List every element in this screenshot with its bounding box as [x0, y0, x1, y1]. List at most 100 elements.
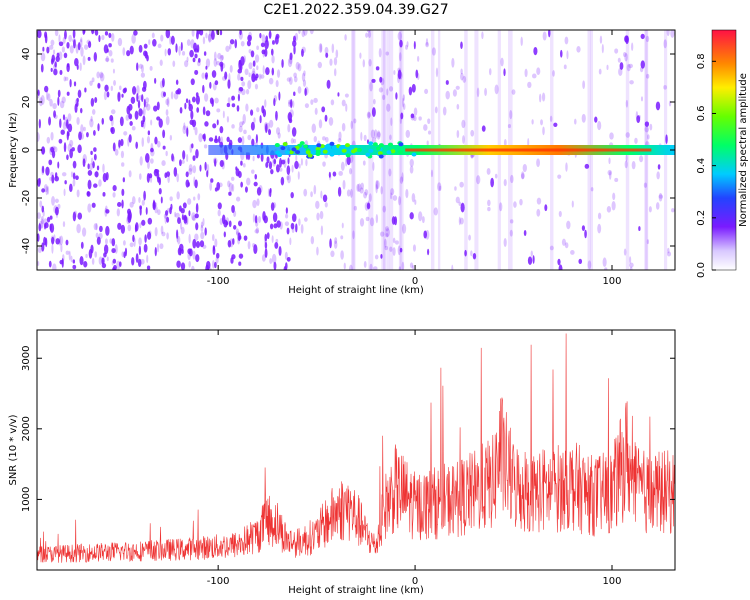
spectrogram-noise-blob [131, 33, 136, 44]
spectrogram-noise-blob [148, 230, 152, 236]
spectrogram-noise-blob [629, 256, 632, 264]
spectrogram-noise-blob [169, 196, 173, 202]
spectrogram-noise-blob [276, 220, 281, 228]
spectrogram-noise-blob [264, 233, 268, 242]
spectrogram-noise-blob [71, 38, 77, 43]
spectrogram-noise-blob [141, 64, 144, 73]
spectrogram-noise-blob [304, 87, 307, 97]
spectrogram-noise-blob [114, 244, 118, 254]
spectrogram-noise-blob [260, 74, 265, 79]
colorbar-tick-label: 0.2 [696, 210, 707, 226]
spectrogram-noise-blob [216, 119, 219, 126]
spectrogram-noise-blob [291, 164, 294, 173]
spectrogram-noise-blob [362, 160, 366, 166]
spectrogram-noise-blob [203, 51, 207, 56]
spectrogram-noise-blob [318, 43, 323, 53]
spectrogram-noise-blob [80, 107, 83, 114]
spectrogram-noise-blob [91, 202, 96, 208]
spectrogram-noise-blob [372, 98, 376, 105]
spectrogram-noise-blob [93, 183, 98, 188]
spectrogram-noise-blob [614, 177, 619, 182]
spectrogram-noise-blob [219, 61, 224, 67]
spectrogram-noise-blob [228, 182, 233, 193]
spectrogram-noise-blob [646, 239, 649, 245]
spectrogram-noise-blob [253, 244, 258, 255]
spectrogram-noise-blob [46, 185, 50, 195]
spectrogram-noise-blob [57, 89, 61, 98]
spectrogram-noise-blob [338, 131, 342, 141]
spectrogram-noise-blob [50, 235, 55, 244]
spectrogram-noise-blob [69, 139, 74, 147]
snr-x-label: Height of straight line (km) [288, 585, 424, 596]
spectrogram-noise-blob [424, 88, 429, 94]
spectrogram-noise-blob [364, 202, 369, 211]
spectrogram-noise-blob [102, 192, 106, 197]
spectrogram-noise-blob [138, 63, 143, 69]
spectrogram-noise-blob [165, 30, 171, 39]
spectrogram-noise-blob [142, 106, 146, 116]
spectrogram-noise-blob [462, 75, 467, 83]
spectrogram-noise-blob [638, 226, 641, 232]
spectrogram-noise-blob [644, 126, 649, 133]
spectrogram-noise-blob [37, 246, 42, 253]
spectrogram-noise-blob [264, 39, 269, 50]
spectrogram-noise-blob [304, 103, 309, 109]
spectrogram-noise-blob [186, 39, 191, 47]
spectrogram-noise-blob [599, 35, 603, 44]
spectrogram-noise-blob [345, 103, 348, 112]
spectrogram-noise-blob [539, 93, 542, 103]
spectrogram-y-ticks: -40 -20 0 20 40 [21, 48, 675, 254]
spectrogram-noise-blob [188, 103, 192, 110]
spectrogram-noise-blob [252, 155, 255, 162]
spectrogram-noise-blob [202, 244, 207, 249]
spectrogram-noise-blob [109, 115, 114, 122]
spectrogram-noise-blob [390, 188, 395, 196]
spectrogram-noise-blob [135, 141, 138, 149]
spectrogram-noise-blob [75, 175, 79, 181]
spectrogram-noise-blob [134, 110, 139, 120]
spectrogram-noise-blob [66, 130, 69, 141]
spectrogram-noise-blob [597, 223, 602, 234]
spectrogram-noise-blob [167, 48, 172, 56]
spectrogram-noise-blob [455, 196, 460, 204]
spectrogram-noise-blob [658, 192, 663, 202]
spectrogram-noise-blob [391, 216, 396, 225]
spectrogram-noise-blob [184, 102, 187, 110]
spectrogram-noise-blob [399, 176, 404, 184]
spectrogram-noise-blob [655, 202, 660, 210]
spectrogram-noise-blob [200, 221, 204, 229]
spectrogram-noise-blob [303, 188, 308, 197]
spectrogram-noise-blob [95, 232, 99, 238]
spectrogram-noise-blob [322, 161, 326, 167]
spectrogram-noise-blob [287, 174, 291, 184]
spectrogram-noise-blob [131, 256, 135, 266]
spectrogram-noise-blob [208, 267, 212, 270]
spectrogram-noise-blob [300, 223, 304, 234]
spectrogram-noise-blob [343, 262, 346, 270]
spectrogram-noise-blob [76, 101, 79, 107]
spectrogram-noise-blob [643, 182, 648, 188]
spectrogram-panel: -100 0 100 -40 -20 0 20 40 Height of straight … [8, 29, 676, 296]
spectrogram-noise-blob [72, 179, 76, 187]
spectrogram-noise-blob [366, 30, 371, 33]
spectrogram-noise-blob [243, 129, 247, 135]
spectrogram-noise-blob [494, 84, 499, 95]
spectrogram-noise-blob [648, 206, 652, 213]
spectrogram-x-tick-label: -100 [207, 276, 230, 287]
spectrogram-noise-blob [557, 258, 561, 266]
spectrogram-noise-blob [536, 67, 541, 76]
spectrogram-noise-blob [95, 223, 98, 231]
spectrogram-noise-blob [187, 198, 192, 205]
spectrogram-noise-blob [62, 114, 66, 121]
spectrogram-noise-blob [231, 124, 235, 129]
spectrogram-noise-blob [270, 202, 275, 211]
spectrogram-noise-blob [520, 171, 525, 180]
spectrogram-noise-blob [303, 70, 306, 77]
spectrogram-noise-blob [611, 201, 616, 211]
spectrogram-noise-blob [628, 63, 633, 69]
spectrogram-noise-blob [92, 161, 95, 169]
colorbar: 0.0 0.2 0.4 0.6 0.8 Normalized spectral ampl… [696, 29, 749, 278]
spectrogram-noise-blob [37, 89, 40, 96]
spectrogram-band-blob [275, 150, 281, 155]
spectrogram-noise-blob [268, 30, 272, 39]
